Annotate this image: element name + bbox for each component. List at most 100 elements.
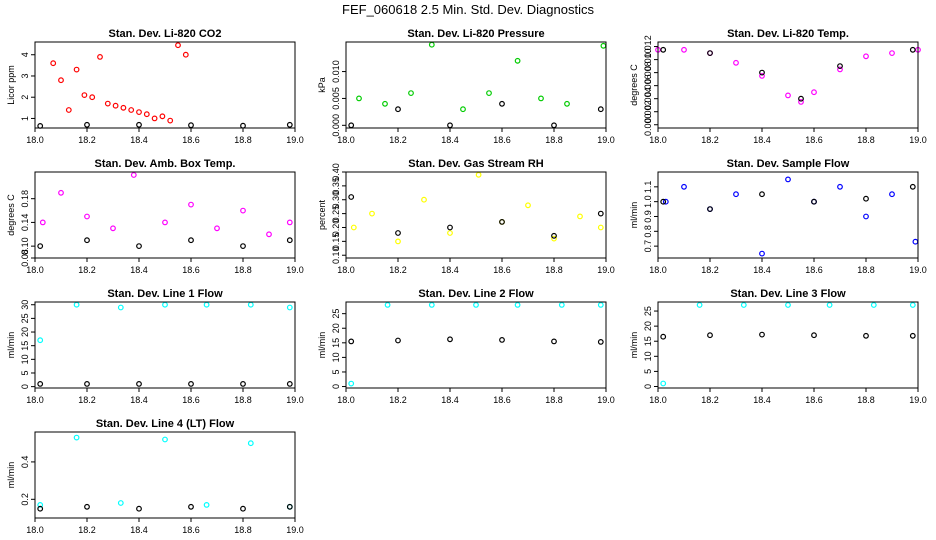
data-point bbox=[117, 500, 124, 506]
x-tick-label: 19.0 bbox=[286, 135, 304, 145]
data-point bbox=[356, 95, 362, 102]
panel-title: Stan. Dev. Line 4 (LT) Flow bbox=[96, 418, 235, 430]
x-tick-label: 18.0 bbox=[26, 525, 44, 535]
x-tick-label: 18.8 bbox=[234, 135, 252, 145]
data-point bbox=[660, 333, 667, 340]
data-point bbox=[348, 122, 355, 129]
panel-title: Stan. Dev. Amb. Box Temp. bbox=[95, 158, 236, 170]
data-point bbox=[447, 122, 453, 129]
data-point bbox=[214, 225, 220, 232]
x-tick-label: 18.2 bbox=[701, 135, 719, 145]
y-tick-label: 3 bbox=[20, 73, 30, 78]
y-tick-label: 20 bbox=[20, 327, 30, 337]
data-point bbox=[514, 302, 521, 308]
y-tick-label: 1 bbox=[20, 116, 30, 121]
data-point bbox=[597, 339, 604, 345]
data-point bbox=[136, 505, 142, 512]
data-point bbox=[558, 302, 565, 308]
data-point bbox=[286, 219, 293, 226]
data-point bbox=[81, 92, 88, 98]
x-tick-label: 18.0 bbox=[337, 265, 355, 275]
plot-frame bbox=[34, 301, 296, 389]
data-point bbox=[551, 338, 557, 345]
y-axis-label: degrees C bbox=[629, 64, 639, 106]
data-point bbox=[136, 109, 142, 115]
data-point bbox=[447, 224, 453, 231]
x-tick-label: 18.8 bbox=[234, 395, 252, 405]
x-tick-label: 18.6 bbox=[182, 525, 200, 535]
x-tick-label: 18.2 bbox=[389, 395, 407, 405]
data-point bbox=[266, 231, 272, 238]
plot-frame bbox=[345, 301, 607, 389]
y-tick-label: 2 bbox=[20, 95, 30, 100]
y-tick-label: 0.9 bbox=[643, 210, 653, 223]
data-point bbox=[863, 53, 869, 60]
data-point bbox=[837, 66, 843, 73]
data-point bbox=[240, 122, 246, 129]
data-point bbox=[837, 183, 843, 190]
data-point bbox=[159, 113, 166, 120]
data-point bbox=[696, 302, 703, 308]
data-point bbox=[785, 176, 791, 183]
panel-title: Stan. Dev. Line 3 Flow bbox=[730, 288, 846, 300]
data-point bbox=[564, 100, 570, 107]
x-tick-label: 18.8 bbox=[545, 135, 563, 145]
data-point bbox=[759, 191, 765, 198]
data-point bbox=[58, 189, 64, 196]
x-tick-label: 18.8 bbox=[857, 135, 875, 145]
y-tick-label: 0.004 bbox=[643, 87, 653, 110]
data-point bbox=[130, 172, 137, 178]
data-point bbox=[600, 42, 607, 49]
y-tick-label: 15 bbox=[643, 336, 653, 346]
y-axis-label: Licor ppm bbox=[6, 65, 16, 105]
x-tick-label: 18.2 bbox=[78, 135, 96, 145]
data-point bbox=[50, 60, 57, 67]
data-point bbox=[162, 436, 168, 443]
y-tick-label: 0.20 bbox=[331, 219, 341, 237]
data-point bbox=[889, 191, 895, 198]
data-point bbox=[395, 106, 401, 113]
data-point bbox=[188, 201, 194, 208]
data-point bbox=[798, 95, 804, 102]
data-point bbox=[597, 302, 604, 308]
data-point bbox=[286, 237, 293, 244]
y-tick-label: 15 bbox=[20, 341, 30, 351]
data-point bbox=[421, 196, 427, 203]
y-tick-label: 0 bbox=[643, 384, 653, 389]
data-point bbox=[117, 304, 124, 311]
y-axis-label: degrees C bbox=[6, 194, 16, 236]
x-tick-label: 18.2 bbox=[78, 395, 96, 405]
data-point bbox=[188, 503, 194, 510]
panel-9: Stan. Dev. Line 4 (LT) Flow 18.0 18.2 18.4 1… bbox=[6, 418, 304, 535]
data-point bbox=[707, 50, 713, 56]
data-point bbox=[798, 98, 804, 105]
y-tick-label: 5 bbox=[20, 370, 30, 375]
x-tick-label: 18.8 bbox=[857, 395, 875, 405]
y-tick-label: 0.4 bbox=[20, 456, 30, 469]
x-tick-label: 18.0 bbox=[649, 265, 667, 275]
x-tick-label: 18.0 bbox=[26, 265, 44, 275]
x-tick-label: 18.2 bbox=[389, 135, 407, 145]
data-point bbox=[128, 107, 135, 113]
y-axis-label: kPa bbox=[317, 77, 327, 93]
data-point bbox=[870, 302, 877, 308]
y-tick-label: 0.2 bbox=[20, 493, 30, 506]
y-tick-label: 4 bbox=[20, 52, 30, 57]
data-point bbox=[826, 302, 833, 308]
data-point bbox=[286, 381, 293, 387]
x-tick-label: 18.2 bbox=[78, 525, 96, 535]
x-tick-label: 18.6 bbox=[805, 265, 823, 275]
data-point bbox=[785, 302, 791, 308]
data-point bbox=[39, 219, 46, 226]
data-point bbox=[89, 94, 96, 101]
data-point bbox=[733, 59, 739, 66]
panel-1: Stan. Dev. Li-820 Pressure 18.0 18.2 18.4 18… bbox=[317, 28, 615, 145]
y-axis-label: ml/min bbox=[317, 332, 327, 359]
x-tick-label: 19.0 bbox=[286, 395, 304, 405]
data-point bbox=[350, 224, 357, 231]
data-point bbox=[73, 66, 80, 73]
plot-frame bbox=[345, 41, 607, 129]
data-point bbox=[681, 46, 687, 53]
data-point bbox=[348, 380, 355, 387]
